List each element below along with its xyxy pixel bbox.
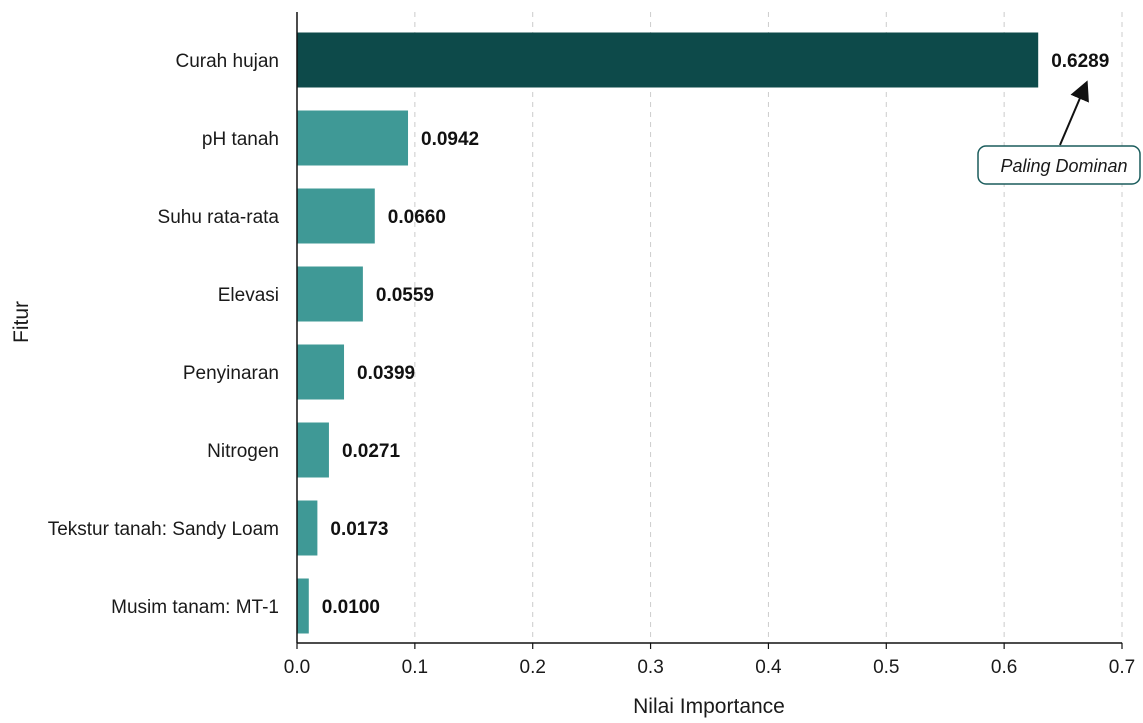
x-tick-label: 0.1 [402,657,428,678]
x-tick-label: 0.0 [284,657,310,678]
value-label: 0.0173 [330,519,388,540]
bar [297,422,329,478]
x-tick-label: 0.6 [991,657,1017,678]
category-label: Suhu rata-rata [158,207,280,228]
bar [297,110,409,166]
category-label: Curah hujan [175,51,279,72]
x-tick-label: 0.3 [637,657,663,678]
axes [296,12,1122,644]
category-label: Elevasi [218,285,279,306]
bar [297,500,318,556]
value-label: 0.0660 [388,207,446,228]
category-label: Nitrogen [207,441,279,462]
grid-lines [414,12,1123,643]
category-label: Tekstur tanah: Sandy Loam [48,519,279,540]
annotation: Paling Dominan [977,80,1141,185]
bar [297,344,345,400]
x-tick-label: 0.4 [755,657,782,678]
bar [297,188,375,244]
value-label: 0.0559 [376,285,434,306]
category-label: pH tanah [202,129,279,150]
x-tick-label: 0.7 [1109,657,1135,678]
value-label: 0.6289 [1051,51,1109,72]
value-label: 0.0100 [322,597,380,618]
annotation-arrow [1059,80,1089,146]
x-tick-label: 0.2 [520,657,546,678]
value-labels: 0.6289 0.0942 0.0660 0.0559 0.0399 0.0271 0.01… [322,51,1110,618]
bar [297,578,309,634]
bar [297,32,1039,88]
category-label: Penyinaran [183,363,279,384]
value-label: 0.0271 [342,441,401,462]
value-label: 0.0399 [357,363,415,384]
value-label: 0.0942 [421,129,479,150]
category-label: Musim tanam: MT-1 [111,597,279,618]
x-axis-title: Nilai Importance [633,695,785,718]
y-axis-title: Fitur [10,301,33,343]
bar [297,266,363,322]
bars-group [297,32,1039,634]
x-tick-labels: 0.0 0.1 0.2 0.3 0.4 0.5 0.6 0.7 [284,643,1135,678]
annotation-text: Paling Dominan [1000,156,1127,176]
annotation-box [977,145,1141,185]
x-tick-label: 0.5 [873,657,899,678]
category-labels: Curah hujan pH tanah Suhu rata-rata Elevasi… [48,51,280,618]
